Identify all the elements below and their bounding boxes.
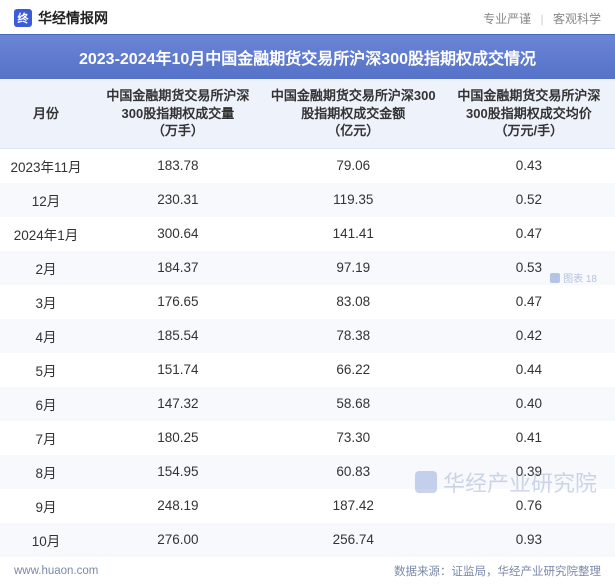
value-cell: 0.47 <box>443 285 615 319</box>
brand: 终 华经情报网 <box>14 8 108 28</box>
column-header-0: 月份 <box>0 79 92 148</box>
table-row: 8月154.9560.830.39 <box>0 455 615 489</box>
month-cell: 9月 <box>0 489 92 523</box>
table-body: 2023年11月183.7879.060.4312月230.31119.350.… <box>0 148 615 557</box>
table-row: 6月147.3258.680.40 <box>0 387 615 421</box>
month-cell: 12月 <box>0 183 92 217</box>
value-cell: 119.35 <box>264 183 443 217</box>
value-cell: 0.52 <box>443 183 615 217</box>
value-cell: 0.76 <box>443 489 615 523</box>
value-cell: 176.65 <box>92 285 264 319</box>
table-container: 月份中国金融期货交易所沪深300股指期权成交量（万手）中国金融期货交易所沪深30… <box>0 79 615 557</box>
slogan-right: 客观科学 <box>553 12 601 26</box>
page-footer: www.huaon.com 数据来源：证监局，华经产业研究院整理 <box>0 557 615 587</box>
value-cell: 73.30 <box>264 421 443 455</box>
month-cell: 2024年1月 <box>0 217 92 251</box>
value-cell: 185.54 <box>92 319 264 353</box>
value-cell: 0.40 <box>443 387 615 421</box>
value-cell: 0.41 <box>443 421 615 455</box>
data-table: 月份中国金融期货交易所沪深300股指期权成交量（万手）中国金融期货交易所沪深30… <box>0 79 615 557</box>
column-header-2: 中国金融期货交易所沪深300股指期权成交金额（亿元） <box>264 79 443 148</box>
month-cell: 3月 <box>0 285 92 319</box>
footer-source: 数据来源：证监局，华经产业研究院整理 <box>394 563 601 579</box>
table-row: 12月230.31119.350.52 <box>0 183 615 217</box>
value-cell: 141.41 <box>264 217 443 251</box>
table-row: 9月248.19187.420.76 <box>0 489 615 523</box>
value-cell: 83.08 <box>264 285 443 319</box>
value-cell: 147.32 <box>92 387 264 421</box>
month-cell: 2月 <box>0 251 92 285</box>
value-cell: 151.74 <box>92 353 264 387</box>
month-cell: 6月 <box>0 387 92 421</box>
table-row: 2024年1月300.64141.410.47 <box>0 217 615 251</box>
title-bar: 2023-2024年10月中国金融期货交易所沪深300股指期权成交情况 <box>0 34 615 79</box>
value-cell: 79.06 <box>264 148 443 183</box>
value-cell: 300.64 <box>92 217 264 251</box>
value-cell: 187.42 <box>264 489 443 523</box>
value-cell: 0.42 <box>443 319 615 353</box>
slogan: 专业严谨 | 客观科学 <box>483 10 601 27</box>
footer-url: www.huaon.com <box>14 565 98 577</box>
value-cell: 0.43 <box>443 148 615 183</box>
month-cell: 7月 <box>0 421 92 455</box>
slogan-left: 专业严谨 <box>483 12 531 26</box>
value-cell: 60.83 <box>264 455 443 489</box>
value-cell: 66.22 <box>264 353 443 387</box>
column-header-3: 中国金融期货交易所沪深300股指期权成交均价（万元/手） <box>443 79 615 148</box>
value-cell: 230.31 <box>92 183 264 217</box>
value-cell: 184.37 <box>92 251 264 285</box>
value-cell: 78.38 <box>264 319 443 353</box>
value-cell: 0.39 <box>443 455 615 489</box>
value-cell: 180.25 <box>92 421 264 455</box>
slogan-separator: | <box>541 12 544 26</box>
table-row: 4月185.5478.380.42 <box>0 319 615 353</box>
table-row: 7月180.2573.300.41 <box>0 421 615 455</box>
table-head: 月份中国金融期货交易所沪深300股指期权成交量（万手）中国金融期货交易所沪深30… <box>0 79 615 148</box>
brand-icon: 终 <box>14 9 32 27</box>
value-cell: 58.68 <box>264 387 443 421</box>
value-cell: 0.47 <box>443 217 615 251</box>
table-row: 2月184.3797.190.53 <box>0 251 615 285</box>
value-cell: 248.19 <box>92 489 264 523</box>
table-row: 5月151.7466.220.44 <box>0 353 615 387</box>
page-header: 终 华经情报网 专业严谨 | 客观科学 <box>0 0 615 34</box>
value-cell: 183.78 <box>92 148 264 183</box>
month-cell: 4月 <box>0 319 92 353</box>
value-cell: 0.44 <box>443 353 615 387</box>
value-cell: 0.53 <box>443 251 615 285</box>
brand-name: 华经情报网 <box>38 8 108 28</box>
table-row: 2023年11月183.7879.060.43 <box>0 148 615 183</box>
value-cell: 97.19 <box>264 251 443 285</box>
month-cell: 8月 <box>0 455 92 489</box>
value-cell: 154.95 <box>92 455 264 489</box>
month-cell: 5月 <box>0 353 92 387</box>
column-header-1: 中国金融期货交易所沪深300股指期权成交量（万手） <box>92 79 264 148</box>
month-cell: 2023年11月 <box>0 148 92 183</box>
table-row: 3月176.6583.080.47 <box>0 285 615 319</box>
